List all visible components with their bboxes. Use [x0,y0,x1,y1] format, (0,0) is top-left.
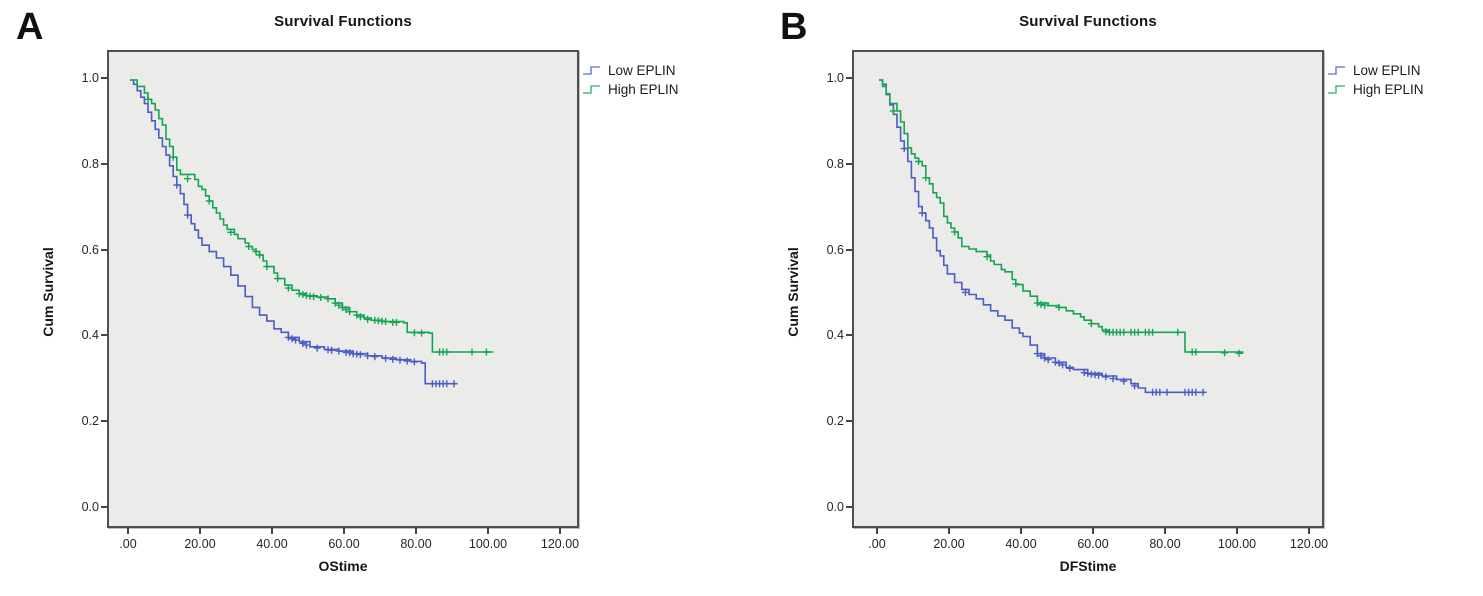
y-tick-mark [101,248,107,251]
y-tick-mark [101,506,107,508]
y-tick-label: 1.0 [81,71,99,85]
y-tick-label: 0.6 [81,242,99,257]
x-tick-mark [487,528,489,534]
y-tick-mark [846,506,852,508]
survival-curve-low-eplin [879,79,1207,394]
y-tick-mark [846,248,852,251]
x-tick-label: 60.00 [1077,537,1109,551]
x-tick-label: 40.00 [1005,537,1037,551]
y-tick-label: 0.2 [81,414,99,429]
censor-marks-high-eplin [144,95,490,356]
y-tick: 1.0 [56,69,107,87]
legend-row-high-eplin: High EPLIN [1327,80,1424,98]
panel-letter-b: B [780,6,808,48]
y-tick-mark [101,334,107,337]
survival-curve-high-eplin [879,79,1244,354]
x-tick-mark [199,528,201,534]
x-tick-label: 20.00 [933,537,965,551]
y-tick-mark [101,420,107,423]
chart-title: Survival Functions [274,13,412,30]
y-tick: 0.4 [56,326,107,344]
x-tick-mark [876,528,878,534]
x-tick-mark [1236,528,1238,534]
x-tick-label: .00 [868,537,886,551]
panel-letter-a: A [16,6,44,48]
y-tick-label: 0.4 [826,328,844,343]
y-tick: 0.8 [801,155,852,173]
x-tick-mark [948,528,950,534]
legend-row-high-eplin: High EPLIN [582,80,679,98]
y-axis-label: Cum Survival [785,247,801,337]
survival-panel-a: A Survival Functions Cum Survival 1.0 0.8… [16,6,679,574]
y-tick: 0.6 [56,241,107,259]
x-tick-mark [559,528,561,534]
y-tick-mark [101,162,107,165]
x-tick-mark [1092,528,1094,534]
y-tick-label: 0.8 [81,156,99,171]
low-eplin-step-line-icon [583,66,600,75]
y-tick-label: 0.4 [81,328,99,343]
x-tick-label: 100.00 [468,537,508,551]
x-tick-label: 20.00 [184,537,216,551]
y-tick-label: 0.0 [826,500,844,514]
y-tick-label: 0.2 [826,414,844,429]
legend-label-low-eplin: Low EPLIN [1353,62,1421,78]
y-tick-label: 0.0 [81,500,99,514]
censor-marks-low-eplin [173,181,458,388]
x-tick-mark [1308,528,1310,534]
x-tick-mark [1020,528,1022,534]
x-tick-label: 120.00 [540,537,580,551]
chart-title: Survival Functions [1019,13,1157,30]
high-eplin-step-line-icon [583,85,600,94]
y-tick-label: 0.8 [826,156,844,171]
plot-area [107,50,579,528]
x-axis-label: DFStime [1059,558,1117,574]
legend: Low EPLIN High EPLIN [582,61,679,98]
low-eplin-step-line-icon [1328,66,1345,75]
legend: Low EPLIN High EPLIN [1327,61,1424,98]
legend-label-low-eplin: Low EPLIN [608,62,676,78]
legend-row-low-eplin: Low EPLIN [582,61,679,79]
x-tick-mark [127,528,129,534]
x-tick-label: 60.00 [328,537,360,551]
plot-area [852,50,1324,528]
y-tick: 0.0 [801,498,852,516]
legend-row-low-eplin: Low EPLIN [1327,61,1424,79]
x-tick-mark [1164,528,1166,534]
x-tick-label: 80.00 [1149,537,1181,551]
y-tick-label: 0.6 [826,242,844,257]
censor-marks-high-eplin [889,107,1243,357]
y-tick: 0.4 [801,326,852,344]
survival-curves-svg [879,79,1244,396]
y-tick: 0.8 [56,155,107,173]
x-tick-label: 120.00 [1289,537,1329,551]
censor-marks-low-eplin [900,145,1207,396]
x-tick-label: .00 [119,537,137,551]
y-tick-mark [846,162,852,165]
legend-label-high-eplin: High EPLIN [1353,81,1424,97]
legend-label-high-eplin: High EPLIN [608,81,679,97]
x-tick-label: 80.00 [400,537,432,551]
y-tick-mark [846,420,852,423]
y-tick-mark [101,77,107,79]
y-tick: 0.2 [56,412,107,430]
y-tick-mark [846,334,852,337]
y-tick: 0.0 [56,498,107,516]
y-tick-mark [846,77,852,79]
x-tick-mark [415,528,417,534]
y-tick-label: 1.0 [826,71,844,85]
high-eplin-step-line-icon [1328,85,1345,94]
x-axis-label: OStime [318,558,368,574]
y-tick: 1.0 [801,69,852,87]
x-tick-mark [271,528,273,534]
y-tick: 0.6 [801,241,852,259]
survival-curves-svg [130,79,494,388]
x-tick-label: 40.00 [256,537,288,551]
x-tick-label: 100.00 [1217,537,1257,551]
x-tick-mark [343,528,345,534]
y-tick: 0.2 [801,412,852,430]
